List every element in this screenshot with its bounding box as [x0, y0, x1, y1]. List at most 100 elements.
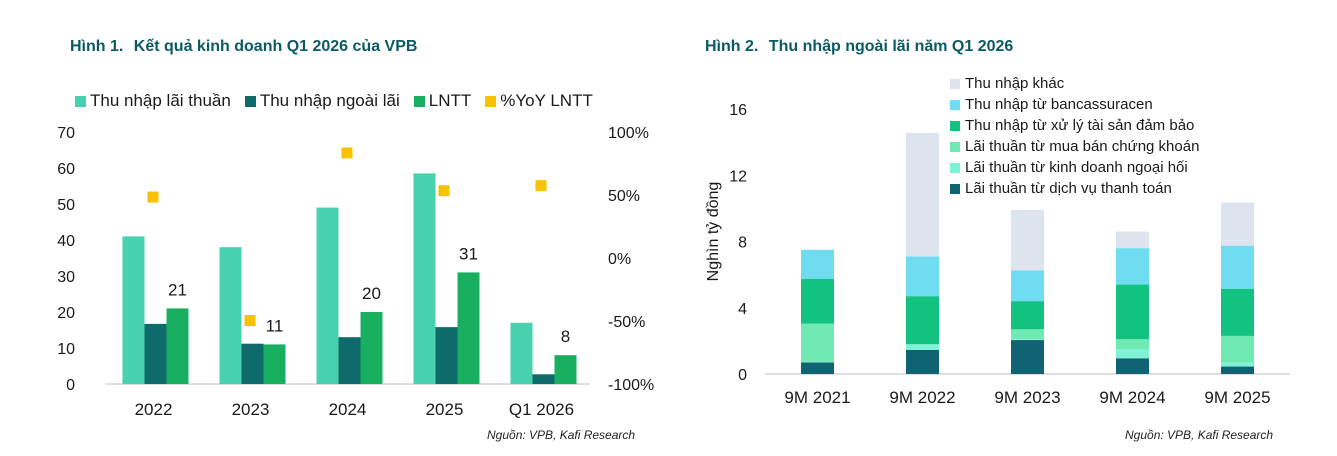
chart2-legend-item: Lãi thuần từ dịch vụ thanh toán [950, 178, 1199, 199]
chart2-ytick-label: 12 [729, 168, 747, 185]
figure1-source: Nguồn: VPB, Kafi Research [487, 428, 636, 442]
chart1-legend-label: Thu nhập lãi thuần [90, 91, 231, 110]
chart2-bar-segment [801, 278, 834, 324]
chart1-y2tick-label: -100% [608, 377, 654, 394]
chart2-ytick-label: 16 [729, 102, 747, 119]
chart1-bar [316, 207, 339, 384]
chart2-bar-segment [801, 361, 834, 363]
chart2-bar-segment [1221, 245, 1254, 289]
chart1-data-label: 20 [362, 284, 381, 303]
chart2-bar-segment [1116, 358, 1149, 374]
chart2-bar-segment [1116, 349, 1149, 359]
chart2-xtick-label: 9M 2022 [889, 388, 955, 407]
chart1-marker [341, 147, 353, 159]
chart1-bar [435, 327, 458, 384]
chart2-bar-segment [1116, 339, 1149, 350]
chart1-ytick-label: 20 [57, 305, 75, 322]
chart1-xtick-label: 2022 [135, 400, 173, 419]
chart2-bar-segment [1011, 270, 1044, 302]
chart2-bar-segment [801, 323, 834, 362]
figure2-number: Hình 2. [705, 38, 759, 55]
chart2-legend-label: Thu nhập từ bancassuracen [965, 95, 1153, 113]
chart1-bar [554, 355, 577, 384]
chart1-legend-item: Thu nhập lãi thuần [75, 91, 231, 111]
figure1-title: Hình 1. Kết quả kinh doanh Q1 2026 của V… [70, 38, 417, 56]
chart1-bar [338, 337, 361, 384]
chart2-bar-segment [1011, 301, 1044, 330]
chart2-legend-swatch [950, 78, 960, 89]
chart1-legend-label: %YoY LNTT [500, 91, 593, 110]
chart1-bar [144, 323, 167, 384]
chart1-legend-item: Thu nhập ngoài lãi [244, 91, 400, 111]
chart1: 0 10 20 30 40 50 60 70 -100% -50% 0% 50% 100% 21 2022 1… [57, 125, 654, 419]
chart2-legend-label: Lãi thuần từ kinh doanh ngoại hối [965, 158, 1188, 176]
chart1-legend-swatch [244, 95, 256, 107]
chart1-y2tick-label: 50% [608, 188, 640, 205]
chart2-legend-label: Lãi thuần từ mua bán chứng khoán [965, 137, 1200, 155]
chart1-xtick-label: 2023 [232, 400, 270, 419]
chart1-bar [413, 173, 436, 384]
chart1-marker [244, 315, 256, 326]
chart2-bar-segment [1011, 339, 1044, 341]
chart2-bar-segment [906, 344, 939, 350]
chart2-legend-label: Thu nhập từ xử lý tài sản đảm bảo [965, 116, 1195, 134]
chart1-legend-label: LNTT [428, 91, 472, 110]
chart2-bar-segment [1116, 284, 1149, 340]
chart2-bar-segment [1011, 210, 1044, 271]
chart2-legend-swatch [950, 183, 960, 194]
figure1-title-text: Kết quả kinh doanh Q1 2026 của VPB [133, 38, 418, 55]
chart2-ytick-label: 0 [738, 367, 747, 384]
chart1-data-label: 8 [561, 327, 570, 346]
chart1-xtick-label: 2025 [426, 400, 464, 419]
chart1-legend-swatch [413, 95, 425, 107]
chart2-bar-segment [801, 362, 834, 374]
chart1-marker [535, 180, 547, 192]
chart2-bar-segment [906, 349, 939, 374]
chart2-bar-segment [1011, 340, 1044, 374]
figure2-title: Hình 2. Thu nhập ngoài lãi năm Q1 2026 [705, 38, 1013, 56]
chart2-legend-item: Thu nhập từ bancassuracen [950, 94, 1199, 115]
chart2-bar-segment [1221, 335, 1254, 363]
chart2-xtick-label: 9M 2025 [1204, 388, 1270, 407]
figure1-number: Hình 1. [70, 38, 124, 55]
chart2-legend-swatch [950, 99, 960, 110]
chart2-xtick-label: 9M 2021 [784, 388, 850, 407]
chart2-legend-label: Thu nhập khác [965, 74, 1065, 92]
chart1-bar [510, 322, 533, 384]
chart1-bar [122, 236, 145, 384]
chart1-legend-item: %YoY LNTT [485, 91, 593, 111]
figure2-title-text: Thu nhập ngoài lãi năm Q1 2026 [768, 38, 1014, 55]
figure2-source: Nguồn: VPB, Kafi Research [1125, 428, 1274, 442]
chart1-bar [166, 308, 189, 384]
chart1-data-label: 11 [266, 316, 284, 335]
chart1-legend: Thu nhập lãi thuần Thu nhập ngoài lãi LNTT… [75, 91, 593, 111]
chart1-ytick-label: 60 [57, 161, 75, 178]
chart1-legend-label: Thu nhập ngoài lãi [259, 91, 400, 110]
chart2-bar-segment [906, 296, 939, 345]
chart2: 0 4 8 12 16 Nghìn tỷ đồng 9M 2021 9M 2022 9M 202… [705, 102, 1290, 407]
chart2-bar-segment [1116, 231, 1149, 249]
chart2-bar-segment [1221, 202, 1254, 246]
chart1-ytick-label: 10 [57, 341, 75, 358]
chart1-ytick-label: 0 [66, 377, 75, 394]
chart1-bar [457, 272, 480, 384]
chart1-y2tick-label: 100% [608, 125, 649, 142]
chart1-bar [263, 344, 286, 384]
chart2-legend-item: Lãi thuần từ mua bán chứng khoán [950, 136, 1199, 157]
chart2-ytick-label: 4 [738, 301, 747, 318]
chart2-legend-label: Lãi thuần từ dịch vụ thanh toán [965, 179, 1172, 197]
chart2-bar-segment [906, 133, 939, 257]
chart1-y2tick-label: 0% [608, 251, 631, 268]
chart1-bar [219, 247, 242, 384]
chart1-legend-swatch [75, 95, 86, 107]
chart2-xtick-label: 9M 2023 [994, 388, 1060, 407]
chart2-bar-segment [1221, 288, 1254, 336]
chart2-bar-segment [1221, 362, 1254, 367]
chart2-xtick-label: 9M 2024 [1099, 388, 1165, 407]
chart1-ytick-label: 70 [57, 125, 75, 142]
chart1-bar [360, 312, 383, 384]
chart1-legend-item: LNTT [413, 91, 472, 111]
chart1-xtick-label: 2024 [329, 400, 367, 419]
chart2-bar-segment [801, 249, 834, 279]
chart1-ytick-label: 50 [57, 197, 75, 214]
